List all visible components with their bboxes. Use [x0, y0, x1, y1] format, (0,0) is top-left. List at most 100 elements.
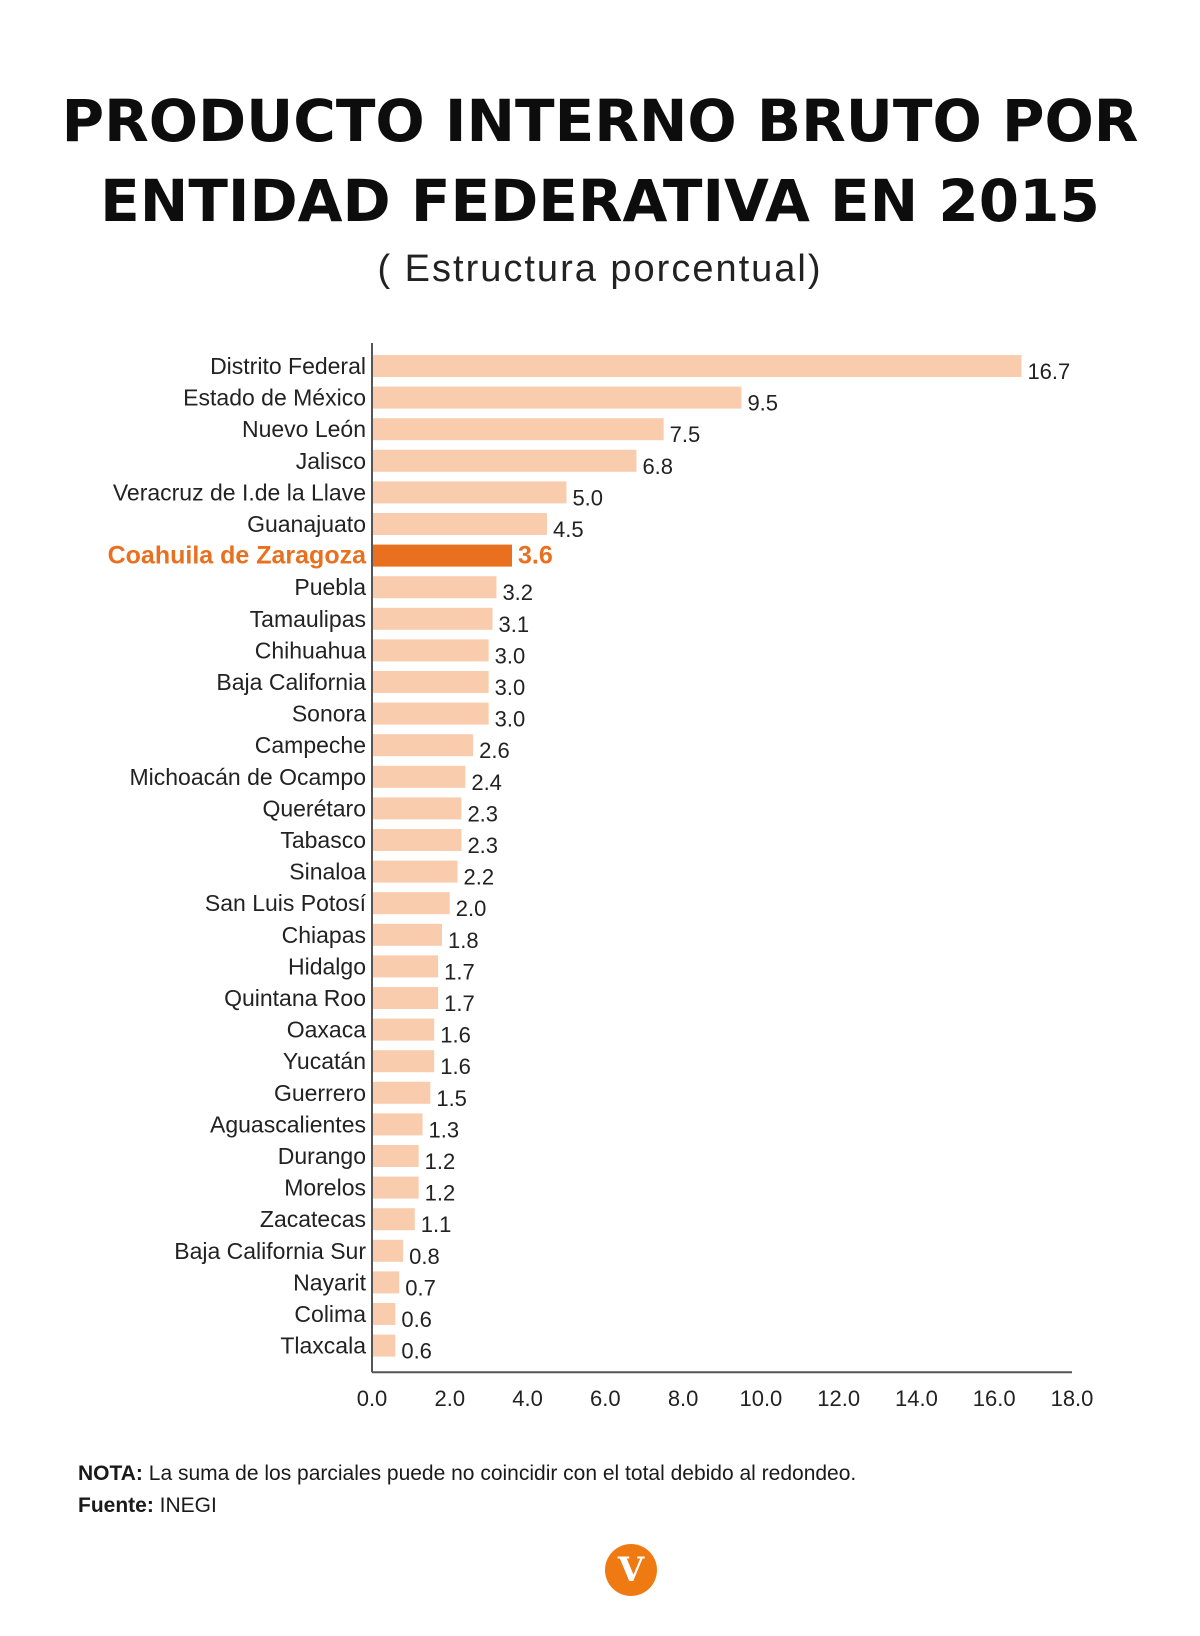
footer-source: Fuente: INEGI — [78, 1494, 217, 1518]
bar-chart: Distrito Federal Estado de México Nuevo Le… — [108, 343, 1094, 1411]
value-label-distrito-federal: 16.7 — [1027, 359, 1070, 384]
bar-sonora — [372, 702, 489, 725]
value-label-yucatan: 1.6 — [440, 1054, 471, 1079]
value-label-oaxaca: 1.6 — [440, 1023, 471, 1048]
x-tick-label: 8.0 — [668, 1386, 699, 1411]
value-labels: 16.7 9.5 7.5 6.8 5.0 4.53.6 3.2 3.1 3.0 3.0 3.0 2.6… — [401, 359, 1070, 1364]
value-label-nuevo-leon: 7.5 — [670, 422, 701, 447]
category-label-morelos: Morelos — [284, 1175, 366, 1201]
bar-baja-california-sur — [372, 1239, 404, 1262]
x-tick-label: 0.0 — [357, 1386, 388, 1411]
x-tick-label: 12.0 — [817, 1386, 860, 1411]
bar-puebla — [372, 576, 497, 599]
bar-chiapas — [372, 923, 442, 946]
value-label-estado-de-mexico: 9.5 — [747, 391, 778, 416]
category-label-colima: Colima — [294, 1301, 366, 1327]
category-label-san-luis-potosi: San Luis Potosí — [205, 890, 367, 916]
bar-coahuila-de-zaragoza — [372, 544, 512, 567]
value-label-campeche: 2.6 — [479, 738, 510, 763]
value-label-tamaulipas: 3.1 — [499, 612, 530, 637]
bar-zacatecas — [372, 1208, 415, 1231]
bar-tabasco — [372, 829, 462, 851]
value-label-nayarit: 0.7 — [405, 1275, 436, 1300]
bar-morelos — [372, 1176, 419, 1199]
category-label-queretaro: Querétaro — [262, 795, 366, 821]
bar-san-luis-potosi — [372, 892, 450, 915]
bar-campeche — [372, 734, 474, 757]
source-label: Fuente: — [78, 1494, 154, 1517]
category-label-nayarit: Nayarit — [293, 1269, 366, 1295]
value-label-tabasco: 2.3 — [467, 833, 498, 858]
category-label-zacatecas: Zacatecas — [260, 1206, 366, 1232]
value-label-tlaxcala: 0.6 — [401, 1339, 432, 1364]
x-tick-label: 16.0 — [973, 1386, 1016, 1411]
bar-guerrero — [372, 1081, 431, 1104]
bar-jalisco — [372, 449, 637, 472]
bar-tamaulipas — [372, 607, 493, 630]
bar-sinaloa — [372, 860, 458, 883]
bar-nuevo-leon — [372, 418, 664, 441]
category-label-sonora: Sonora — [292, 701, 366, 727]
bar-colima — [372, 1303, 396, 1325]
value-label-sonora: 3.0 — [495, 707, 526, 732]
category-label-baja-california: Baja California — [216, 669, 366, 695]
category-label-sinaloa: Sinaloa — [289, 859, 366, 885]
value-label-zacatecas: 1.1 — [421, 1212, 452, 1237]
value-label-colima: 0.6 — [401, 1307, 432, 1332]
x-tick-label: 18.0 — [1051, 1386, 1094, 1411]
chart-title-line-1: PRODUCTO INTERNO BRUTO POR — [61, 87, 1139, 155]
category-label-distrito-federal: Distrito Federal — [210, 353, 366, 379]
value-label-veracruz-de-i-de-la-llave: 5.0 — [572, 485, 603, 510]
category-label-quintana-roo: Quintana Roo — [224, 985, 366, 1011]
category-label-veracruz-de-i-de-la-llave: Veracruz de I.de la Llave — [113, 479, 366, 505]
value-label-jalisco: 6.8 — [642, 454, 673, 479]
category-label-campeche: Campeche — [255, 732, 366, 758]
x-tick-label: 14.0 — [895, 1386, 938, 1411]
value-label-morelos: 1.2 — [425, 1181, 456, 1206]
x-axis-ticks: 0.0 2.0 4.0 6.0 8.0 10.0 12.0 14.0 16.0 18.0 — [357, 1386, 1094, 1411]
note-label: NOTA: — [78, 1462, 143, 1485]
bar-durango — [372, 1145, 419, 1167]
brand-logo: V — [605, 1544, 657, 1596]
value-label-michoacan-de-ocampo: 2.4 — [471, 770, 502, 795]
bar-estado-de-mexico — [372, 386, 742, 409]
category-label-aguascalientes: Aguascalientes — [210, 1111, 366, 1137]
x-tick-label: 10.0 — [739, 1386, 782, 1411]
category-labels: Distrito Federal Estado de México Nuevo Le… — [108, 353, 367, 1359]
footer-note: NOTA: La suma de los parciales puede no … — [78, 1462, 856, 1486]
bar-michoacan-de-ocampo — [372, 765, 466, 788]
category-label-yucatan: Yucatán — [283, 1048, 366, 1074]
category-label-durango: Durango — [278, 1143, 366, 1169]
value-label-baja-california: 3.0 — [495, 675, 526, 700]
value-label-durango: 1.2 — [425, 1149, 456, 1174]
chart-subtitle: ( Estructura porcentual) — [377, 248, 823, 290]
value-label-guerrero: 1.5 — [436, 1086, 467, 1111]
category-label-jalisco: Jalisco — [296, 448, 366, 474]
bar-oaxaca — [372, 1018, 435, 1041]
x-tick-label: 2.0 — [434, 1386, 465, 1411]
bar-guanajuato — [372, 513, 547, 535]
bar-chihuahua — [372, 639, 489, 662]
x-tick-label: 4.0 — [512, 1386, 543, 1411]
category-label-tlaxcala: Tlaxcala — [280, 1333, 366, 1359]
category-label-puebla: Puebla — [294, 574, 366, 600]
x-tick-label: 6.0 — [590, 1386, 621, 1411]
category-label-guerrero: Guerrero — [274, 1080, 366, 1106]
bar-hidalgo — [372, 955, 439, 978]
bar-queretaro — [372, 797, 462, 820]
category-label-michoacan-de-ocampo: Michoacán de Ocampo — [129, 764, 366, 790]
category-label-chihuahua: Chihuahua — [255, 637, 366, 663]
category-label-tabasco: Tabasco — [280, 827, 366, 853]
bar-aguascalientes — [372, 1113, 423, 1136]
bars-layer — [372, 355, 1022, 1357]
bar-tlaxcala — [372, 1334, 396, 1357]
value-label-puebla: 3.2 — [502, 580, 533, 605]
chart-title-line-2: ENTIDAD FEDERATIVA EN 2015 — [100, 167, 1100, 235]
bar-quintana-roo — [372, 987, 439, 1009]
value-label-coahuila-de-zaragoza: 3.6 — [518, 542, 553, 570]
value-label-chiapas: 1.8 — [448, 928, 479, 953]
value-label-chihuahua: 3.0 — [495, 643, 526, 668]
category-label-nuevo-leon: Nuevo León — [242, 416, 366, 442]
value-label-guanajuato: 4.5 — [553, 517, 584, 542]
bar-baja-california — [372, 671, 489, 693]
